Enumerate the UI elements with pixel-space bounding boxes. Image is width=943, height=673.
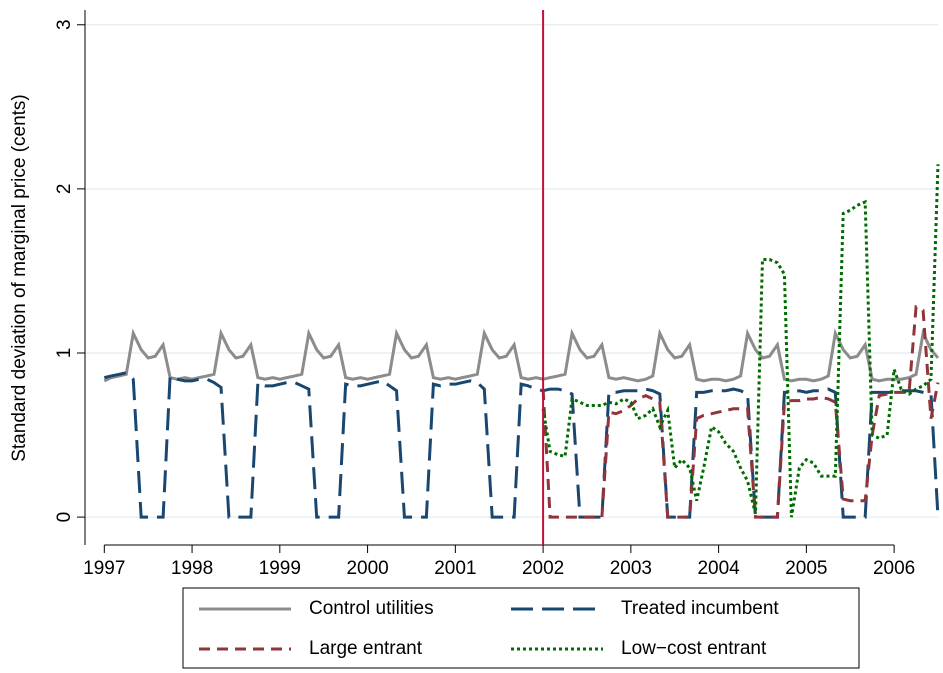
series-line [103, 328, 940, 383]
legend-label: Control utilities [309, 598, 434, 619]
x-tick-label: 2000 [346, 558, 388, 579]
x-tick-label: 1998 [171, 558, 213, 579]
x-tick-label: 1997 [83, 558, 125, 579]
y-tick-label: 0 [54, 512, 75, 523]
y-tick-label: 1 [54, 348, 75, 359]
series-line [103, 371, 940, 519]
x-tick-label: 2002 [522, 558, 564, 579]
legend-label: Low−cost entrant [621, 638, 767, 659]
x-tick-label: 2005 [785, 558, 827, 579]
legend-label: Treated incumbent [621, 598, 779, 619]
y-tick-label: 3 [54, 19, 75, 30]
x-tick-label: 1999 [259, 558, 301, 579]
y-tick-label: 2 [54, 184, 75, 195]
x-tick-label: 2004 [697, 558, 740, 579]
series-line [541, 164, 940, 518]
x-tick-label: 2001 [434, 558, 476, 579]
legend-box [182, 587, 860, 669]
y-axis-label: Standard deviation of marginal price (ce… [9, 94, 30, 462]
legend-label: Large entrant [309, 638, 423, 659]
x-tick-label: 2006 [873, 558, 915, 579]
x-tick-label: 2003 [610, 558, 652, 579]
series-line [541, 304, 940, 519]
